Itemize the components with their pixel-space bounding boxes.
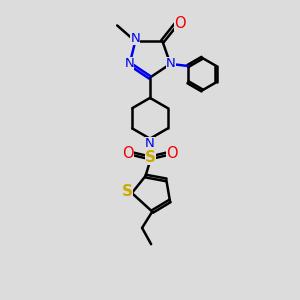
- Text: O: O: [166, 146, 178, 161]
- Text: N: N: [145, 137, 155, 150]
- Text: S: S: [122, 184, 133, 200]
- Text: N: N: [166, 57, 176, 70]
- Text: N: N: [124, 57, 134, 70]
- Text: S: S: [145, 150, 155, 165]
- Text: O: O: [174, 16, 185, 31]
- Text: N: N: [130, 32, 140, 45]
- Text: O: O: [122, 146, 134, 161]
